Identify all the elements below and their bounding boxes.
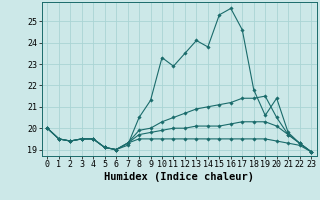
X-axis label: Humidex (Indice chaleur): Humidex (Indice chaleur): [104, 172, 254, 182]
